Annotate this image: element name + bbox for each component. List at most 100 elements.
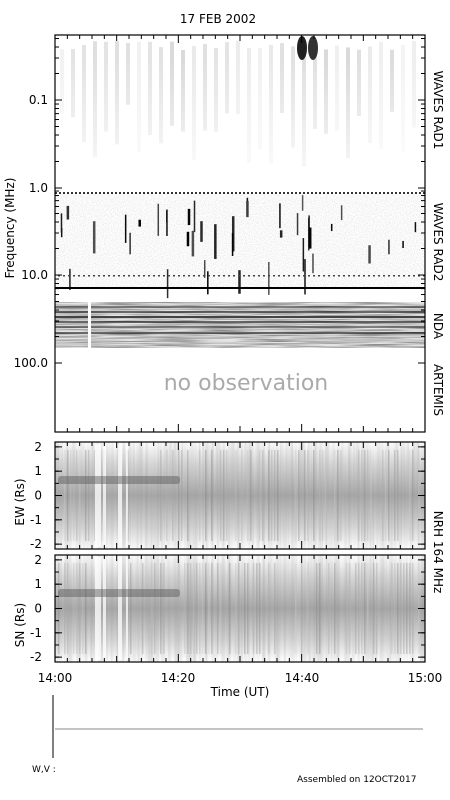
- rad2-dot: [218, 275, 220, 277]
- rad2-dot: [278, 275, 280, 277]
- nrh-streak: [202, 563, 204, 654]
- nrh-streak: [373, 563, 375, 654]
- nrh-streak: [94, 450, 96, 541]
- label-waves-rad2: WAVES RAD2: [431, 203, 445, 282]
- nrh-streak: [235, 563, 237, 654]
- nrh-streak: [409, 563, 411, 654]
- rad2-dot: [208, 275, 210, 277]
- nrh-streak: [364, 563, 366, 654]
- nrh-streak: [244, 563, 246, 654]
- rad2-burst: [388, 239, 390, 255]
- nrh-streak: [370, 450, 372, 541]
- rad2-burst: [92, 221, 96, 254]
- rad2-burst: [193, 200, 196, 233]
- nrh-streak: [238, 563, 240, 654]
- nda-gap: [88, 300, 91, 350]
- nrh-source: [58, 476, 180, 484]
- rad1-burst-2: [308, 36, 318, 60]
- rad2-dot: [398, 275, 400, 277]
- rad2-burst: [414, 222, 417, 233]
- nrh-ew-ticks: 2 1 0 -1 -2: [30, 440, 426, 551]
- rad2-burst: [124, 214, 127, 243]
- y-tick-1.0: 1.0: [29, 181, 48, 195]
- nrh-streak: [307, 563, 309, 654]
- rad2-dot: [378, 275, 380, 277]
- nrh-streak: [73, 450, 75, 541]
- rad2-burst: [301, 195, 304, 211]
- rad2-burst: [157, 203, 160, 236]
- rad2-dot: [258, 275, 260, 277]
- rad2-burst: [340, 205, 343, 221]
- nrh-streak: [394, 563, 396, 654]
- rad2-burst: [279, 203, 281, 229]
- rad2-dot: [288, 275, 290, 277]
- y-tick-label: 2: [34, 440, 42, 454]
- rad2-burst: [166, 209, 168, 237]
- rad2-dot: [163, 275, 165, 277]
- nrh-streak: [88, 450, 90, 541]
- nrh-streak: [406, 563, 408, 654]
- rad2-dot: [423, 275, 425, 277]
- rad2-dot: [243, 275, 245, 277]
- nrh-streak: [67, 563, 69, 654]
- nrh-streak: [205, 450, 207, 541]
- nrh-streak: [385, 450, 387, 541]
- nrh-streak: [268, 450, 270, 541]
- rad2-dot: [253, 275, 255, 277]
- rad2-burst: [60, 213, 63, 233]
- nrh-streak: [328, 563, 330, 654]
- rad2-dot: [268, 275, 270, 277]
- y-tick-label: 0: [34, 489, 42, 503]
- nrh-streak: [79, 563, 81, 654]
- nrh-ew-streaks: [55, 442, 425, 549]
- nrh-streak: [316, 563, 318, 654]
- nrh-gap: [95, 444, 101, 547]
- rad2-dot: [383, 275, 385, 277]
- nrh-streak: [349, 563, 351, 654]
- nrh-streak: [250, 450, 252, 541]
- nrh-streak: [193, 563, 195, 654]
- rad2-dot: [363, 275, 365, 277]
- nrh-streak: [409, 450, 411, 541]
- nrh-streak: [70, 450, 72, 541]
- nrh-streak: [217, 563, 219, 654]
- nrh-streak: [391, 563, 393, 654]
- nrh-sn-panel: 2 1 0 -1 -2 SN (Rs): [13, 553, 426, 664]
- nrh-streak: [301, 563, 303, 654]
- rad2-burst: [214, 224, 217, 259]
- nrh-streak: [208, 563, 210, 654]
- nrh-streak: [412, 450, 414, 541]
- rad2-dot: [98, 275, 100, 277]
- nrh-streak: [382, 450, 384, 541]
- nrh-streak: [166, 450, 168, 541]
- rad2-dot: [193, 275, 195, 277]
- nrh-sn-ticks: 2 1 0 -1 -2: [30, 553, 426, 664]
- rad2-dot: [223, 275, 225, 277]
- nrh-streak: [64, 450, 66, 541]
- x-tick-1400: 14:00: [38, 671, 73, 685]
- nrh-streak: [268, 563, 270, 654]
- nrh-streak: [181, 450, 183, 541]
- nrh-gap: [126, 557, 128, 660]
- nrh-streak: [403, 563, 405, 654]
- nrh-streak: [361, 563, 363, 654]
- rad2-dot: [213, 275, 215, 277]
- rad2-dot: [393, 275, 395, 277]
- rad2-burst: [268, 261, 270, 295]
- nrh-sn-streaks: [55, 555, 425, 662]
- rad2-dot: [88, 275, 90, 277]
- rad2-burst: [308, 227, 312, 249]
- rad2-dot: [373, 275, 375, 277]
- nrh-streak: [241, 450, 243, 541]
- nrh-streak: [199, 563, 201, 654]
- nrh-streak: [388, 450, 390, 541]
- wv-label: W,V :: [32, 765, 56, 775]
- rad2-burst: [200, 221, 203, 242]
- rad2-burst: [187, 208, 191, 226]
- rad2-dot: [178, 275, 180, 277]
- rad2-dot: [263, 275, 265, 277]
- rad2-dot: [248, 275, 250, 277]
- rad2-dot: [273, 275, 275, 277]
- nrh-gap: [118, 444, 122, 547]
- rad2-dot: [168, 275, 170, 277]
